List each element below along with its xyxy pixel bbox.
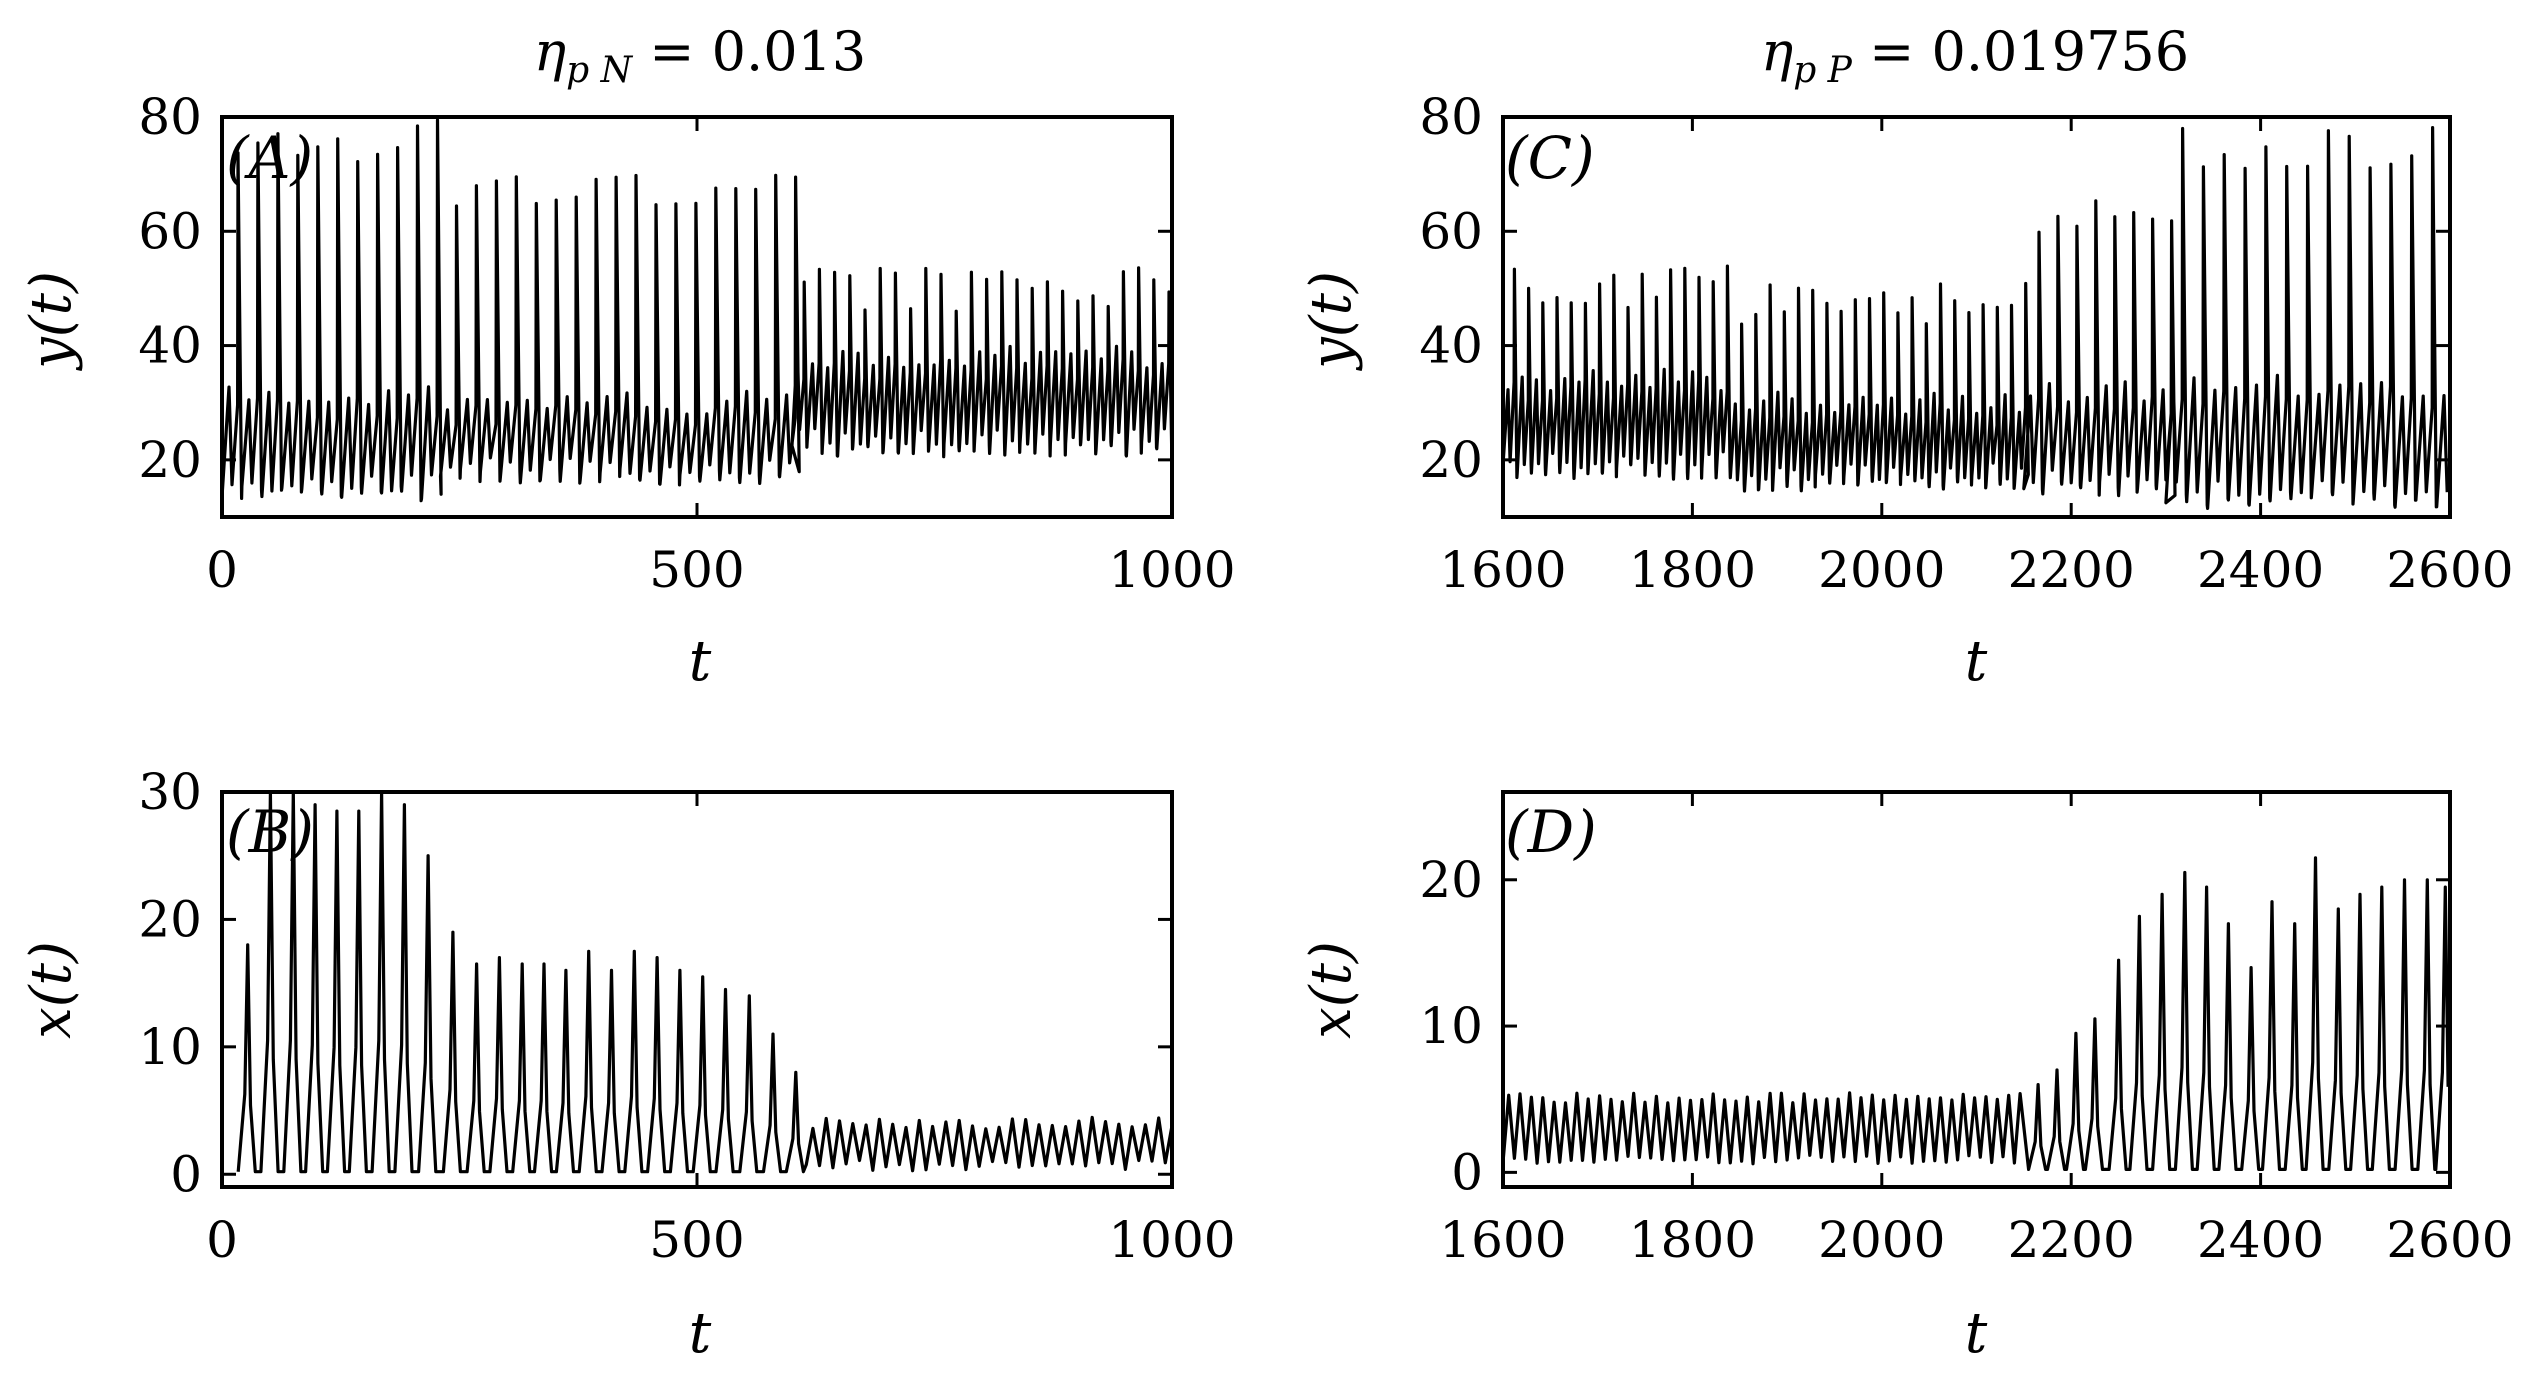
xtick-label: 2200 [2008,1211,2135,1269]
panel-label-c: (C) [1505,124,1595,192]
ytick-label: 60 [138,202,202,260]
plot-a: 0 500 1000 20 40 60 80 [138,88,1235,599]
xtick-label: 1600 [1439,541,1566,599]
panel-c-title-main: η [1761,20,1793,83]
ylabel-c: y(t) [1299,271,1364,372]
xtick-label: 1800 [1629,1211,1756,1269]
ytick-label: 20 [1419,851,1483,909]
xtick-label: 500 [649,1211,744,1269]
xtick-label: 1800 [1629,541,1756,599]
panel-a-title-sub: p N [566,50,633,91]
panel-b: 0 500 1000 0 10 20 30 t x(t) (B) [19,763,1236,1366]
ytick-label: 10 [138,1018,202,1076]
panel-c-title: ηp P = 0.019756 [1761,20,2189,91]
panel-label-b: (B) [226,798,314,866]
plot-c: 1600 1800 2000 2200 2400 2600 20 40 60 80 [1419,88,2513,599]
panel-c: ηp P = 0.019756 1600 1800 2000 2200 2400 2600… [1299,20,2514,694]
panel-label-a: (A) [226,124,313,192]
panel-a: ηp N = 0.013 0 500 1000 20 40 60 80 t y(t) (A) [19,20,1236,694]
panel-a-title-rest: = 0.013 [632,20,866,83]
ytick-label: 20 [138,890,202,948]
plot-frame-c [1501,115,2452,519]
xtick-label: 2600 [2386,541,2513,599]
ytick-label: 40 [1419,317,1483,375]
panel-c-title-sub: p P [1793,50,1852,91]
panel-d: 1600 1800 2000 2200 2400 2600 0 10 20 t x(t) (D) [1299,790,2514,1366]
ytick-label: 60 [1419,202,1483,260]
plot-b: 0 500 1000 0 10 20 30 [138,763,1235,1269]
xlabel-a: t [689,629,712,694]
ylabel-b: x(t) [19,941,84,1039]
ytick-label: 80 [138,88,202,146]
ytick-label: 0 [1451,1143,1483,1201]
xtick-label: 2000 [1818,1211,1945,1269]
ytick-label: 0 [170,1145,202,1203]
panel-label-d: (D) [1505,798,1597,866]
xtick-label: 0 [206,541,238,599]
ytick-label: 10 [1419,997,1483,1055]
xtick-label: 2200 [2008,541,2135,599]
ytick-label: 40 [138,317,202,375]
ytick-label: 20 [138,431,202,489]
xtick-label: 2400 [2197,1211,2324,1269]
xlabel-b: t [689,1301,712,1366]
ytick-label: 20 [1419,431,1483,489]
ylabel-a: y(t) [19,271,84,372]
series-line-b [236,792,1172,1174]
panel-a-title: ηp N = 0.013 [534,20,867,91]
series-line-a [222,118,1172,503]
xtick-label: 2400 [2197,541,2324,599]
xtick-label: 1000 [1108,541,1235,599]
xtick-label: 500 [649,541,744,599]
xtick-label: 1000 [1108,1211,1235,1269]
series-line-c [1503,126,2449,510]
panel-a-title-main: η [534,20,566,83]
ytick-label: 80 [1419,88,1483,146]
plot-d: 1600 1800 2000 2200 2400 2600 0 10 20 [1419,790,2514,1269]
xtick-label: 0 [206,1211,238,1269]
xtick-label: 2000 [1818,541,1945,599]
xlabel-d: t [1965,1301,1988,1366]
xtick-label: 2600 [2386,1211,2513,1269]
panel-c-title-rest: = 0.019756 [1852,20,2189,83]
ylabel-d: x(t) [1299,941,1364,1039]
series-line-d [1503,856,2450,1171]
plot-frame-d [1501,790,2452,1189]
ytick-label: 30 [138,763,202,821]
xlabel-c: t [1965,629,1988,694]
xtick-label: 1600 [1439,1211,1566,1269]
